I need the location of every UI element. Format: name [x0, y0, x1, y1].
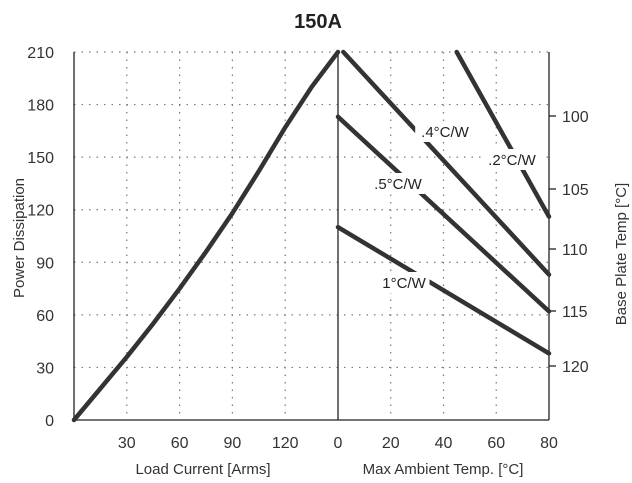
chart-title: 150A — [294, 11, 342, 33]
y-tick-label: 60 — [36, 308, 54, 325]
y2-axis-title: Base Plate Temp [°C] — [613, 183, 630, 325]
curve-label-background — [368, 173, 428, 194]
x-tick-label-right: 60 — [487, 435, 505, 452]
curve-label: .5°C/W — [374, 176, 423, 193]
y2-tick-label: 115 — [562, 304, 588, 321]
x-tick-label-left: 30 — [118, 435, 136, 452]
curve-label: .4°C/W — [421, 124, 470, 141]
y-tick-label: 150 — [27, 150, 54, 167]
thermal-resistance-line — [341, 49, 552, 277]
x-tick-label-left: 60 — [171, 435, 189, 452]
x-axis-title-right: Max Ambient Temp. [°C] — [363, 461, 524, 478]
y2-tick-label: 110 — [562, 242, 588, 259]
y-tick-label: 210 — [27, 45, 54, 62]
y-tick-label: 30 — [36, 360, 54, 377]
curve-label: .2°C/W — [488, 152, 537, 169]
y2-tick-label: 100 — [562, 109, 589, 126]
y-tick-label: 0 — [45, 413, 54, 430]
x-tick-label-left: 90 — [224, 435, 242, 452]
curve-label-background — [482, 149, 542, 170]
y-tick-label: 90 — [36, 255, 54, 272]
x-tick-label-right: 80 — [540, 435, 558, 452]
y-tick-label: 120 — [27, 203, 54, 220]
x-tick-label-left: 120 — [272, 435, 299, 452]
thermal-resistance-line — [335, 224, 552, 356]
y2-tick-label: 120 — [562, 359, 589, 376]
thermal-resistance-line — [335, 114, 552, 314]
curve-label-background — [415, 121, 475, 142]
thermal-resistance-line — [454, 49, 552, 219]
curve-label: 1°C/W — [382, 275, 426, 292]
curve-label-background — [378, 272, 430, 293]
x-tick-label-right: 0 — [334, 435, 343, 452]
power-dissipation-curve — [71, 49, 341, 423]
y-axis-title: Power Dissipation — [11, 178, 28, 298]
x-tick-label-right: 20 — [382, 435, 400, 452]
y-tick-label: 180 — [27, 98, 54, 115]
x-tick-label-right: 40 — [435, 435, 453, 452]
y2-tick-label: 105 — [562, 182, 589, 199]
x-axis-title-left: Load Current [Arms] — [135, 461, 270, 478]
